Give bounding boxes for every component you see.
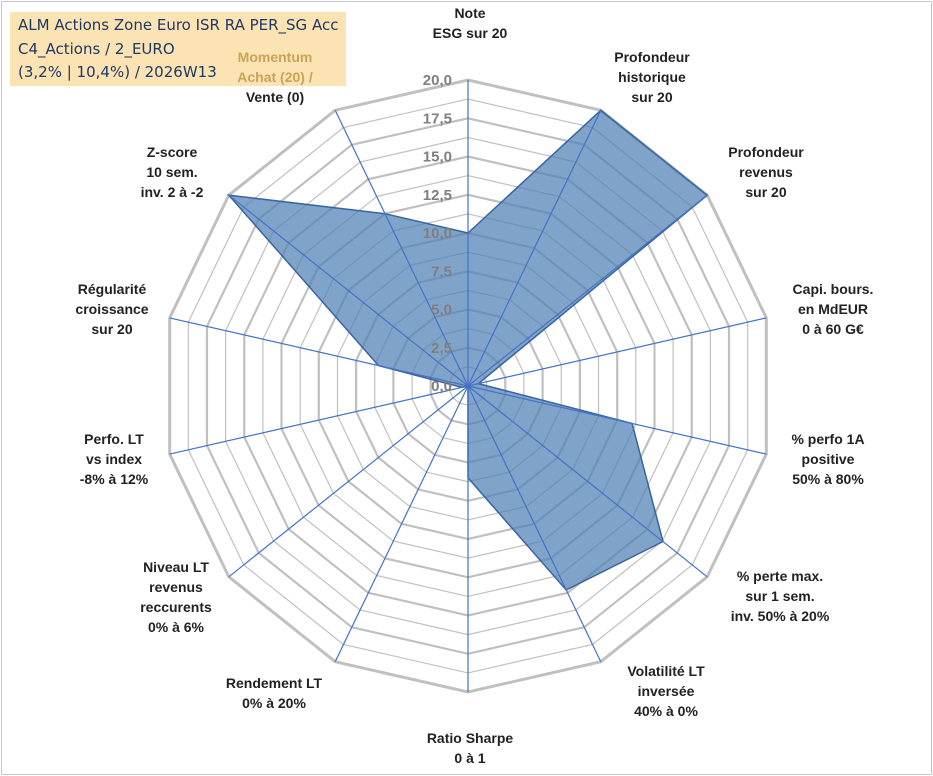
radar-spoke xyxy=(169,385,469,455)
axis-label: Profondeur historique sur 20 xyxy=(614,49,690,105)
title-line-1: ALM Actions Zone Euro ISR RA PER_SG Acc xyxy=(18,16,339,34)
axis-label: Profondeur revenus sur 20 xyxy=(728,144,804,200)
radar-spoke xyxy=(467,385,602,662)
axis-label: % perte max. sur 1 sem. inv. 50% à 20% xyxy=(731,568,830,624)
tick-label: 0,0 xyxy=(431,378,452,395)
radar-spoke xyxy=(467,317,767,387)
axis-label: Niveau LT revenus reccurents 0% à 6% xyxy=(140,559,212,635)
radar-axis-labels: Note ESG sur 20 Profondeur historique sur 20… xyxy=(75,5,873,766)
radar-spoke xyxy=(467,385,767,455)
title-line-2: C4_Actions / 2_EURO xyxy=(18,40,175,58)
radar-spoke xyxy=(467,385,708,578)
tick-label: 15,0 xyxy=(423,149,452,166)
title-line-3: (3,2% | 10,4%) / 2026W13 xyxy=(18,63,217,81)
axis-label: Perfo. LT vs index -8% à 12% xyxy=(80,431,149,487)
axis-label: Rendement LT 0% à 20% xyxy=(226,675,323,711)
tick-label: 2,5 xyxy=(431,340,452,357)
tick-label: 5,0 xyxy=(431,302,452,319)
axis-label: Note ESG sur 20 xyxy=(433,5,508,41)
tick-label: 10,0 xyxy=(423,225,452,242)
radar-spoke xyxy=(228,385,469,578)
radar-spoke xyxy=(228,194,469,387)
tick-label: 20,0 xyxy=(423,72,452,89)
axis-label: Volatilité LT inversée 40% à 0% xyxy=(627,663,705,719)
radar-spoke xyxy=(467,194,708,387)
axis-label: Capi. bours. en MdEUR 0 à 60 G€ xyxy=(793,281,874,337)
radar-spoke xyxy=(467,110,602,387)
axis-label: Momentum Achat (20) / Vente (0) xyxy=(237,49,313,105)
axis-label: % perfo 1A positive 50% à 80% xyxy=(791,431,864,487)
tick-label: 17,5 xyxy=(423,110,452,127)
radar-spoke xyxy=(169,317,469,387)
chart-title-box: ALM Actions Zone Euro ISR RA PER_SG Acc … xyxy=(10,12,346,86)
radar-spokes xyxy=(169,80,767,692)
axis-label: Régularité croissance sur 20 xyxy=(75,281,148,337)
radar-spoke xyxy=(334,110,469,387)
axis-label: Ratio Sharpe 0 à 1 xyxy=(427,730,514,766)
tick-label: 12,5 xyxy=(423,187,452,204)
axis-label: Z-score 10 sem. inv. 2 à -2 xyxy=(141,144,204,200)
radar-tick-labels: 0,0 2,5 5,0 7,5 10,0 12,5 15,0 17,5 20,0 xyxy=(423,72,452,395)
radar-spoke xyxy=(334,385,469,662)
tick-label: 7,5 xyxy=(431,263,452,280)
